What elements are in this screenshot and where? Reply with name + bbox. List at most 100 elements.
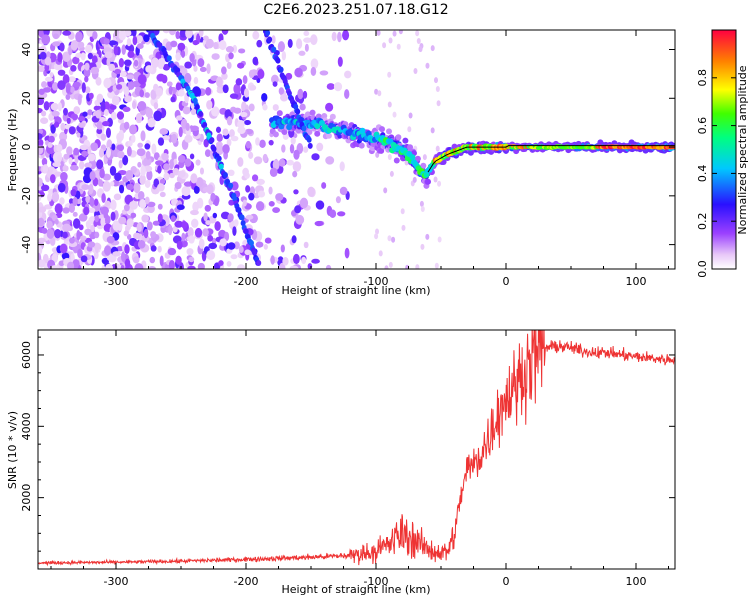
heatmap-cell <box>87 109 93 116</box>
heatmap-cell <box>123 86 130 97</box>
ridge-trace <box>427 145 675 173</box>
heatmap-cell <box>59 243 68 254</box>
heatmap-y-ticks: -40 -20 0 20 40 <box>20 43 675 254</box>
heatmap-cell <box>212 212 218 219</box>
heatmap-x-tick-label: -200 <box>234 275 259 288</box>
heatmap-cell <box>132 35 138 46</box>
heatmap-cell <box>132 256 140 264</box>
heatmap-cell <box>339 161 345 172</box>
heatmap-cell <box>198 110 203 117</box>
heatmap-cell <box>168 30 177 36</box>
heatmap-cell <box>145 65 154 73</box>
heatmap-cell <box>226 138 232 147</box>
heatmap-cell <box>105 263 114 269</box>
heatmap-cell <box>420 205 425 212</box>
heatmap-cell <box>139 89 145 98</box>
heatmap-cell <box>57 102 63 112</box>
heatmap-cell <box>413 67 418 74</box>
heatmap-cell <box>198 30 204 38</box>
heatmap-cell <box>96 121 103 130</box>
heatmap-cell <box>377 90 382 97</box>
heatmap-cell <box>51 110 60 117</box>
heatmap-cell <box>286 124 293 131</box>
heatmap-cell <box>261 92 268 102</box>
heatmap-cell <box>68 126 76 135</box>
heatmap-cell <box>178 126 183 138</box>
heatmap-cell <box>84 76 89 83</box>
heatmap-cell <box>90 66 100 75</box>
heatmap-cell <box>88 92 94 100</box>
heatmap-cell <box>157 213 163 223</box>
heatmap-cell <box>136 222 142 233</box>
heatmap-cell <box>237 62 245 69</box>
heatmap-cell <box>414 155 421 162</box>
heatmap-cell <box>233 241 240 250</box>
heatmap-cell <box>134 263 144 269</box>
heatmap-cell <box>344 247 350 259</box>
heatmap-cell <box>193 65 198 72</box>
heatmap-cell <box>208 242 218 250</box>
heatmap-cell <box>41 81 48 88</box>
heatmap-cell <box>237 119 245 129</box>
heatmap-cell <box>73 147 80 156</box>
heatmap-cell <box>150 89 157 100</box>
heatmap-cell <box>81 82 86 94</box>
heatmap-cell <box>182 106 191 115</box>
heatmap-cell <box>84 228 92 236</box>
heatmap-cell <box>358 142 365 149</box>
heatmap-cell <box>422 154 427 161</box>
heatmap-cell <box>194 104 200 111</box>
heatmap-cell <box>120 264 125 269</box>
heatmap-cell <box>240 220 246 227</box>
heatmap-cell <box>67 261 75 269</box>
heatmap-cell <box>378 126 385 133</box>
heatmap-cell <box>38 259 46 268</box>
heatmap-cell <box>294 67 303 78</box>
heatmap-cell <box>72 259 80 268</box>
heatmap-frame <box>37 29 676 270</box>
heatmap-cell <box>176 240 183 250</box>
heatmap-cell <box>118 159 123 169</box>
heatmap-cell <box>325 102 334 112</box>
heatmap-cell <box>112 251 121 257</box>
heatmap-cell <box>90 224 96 233</box>
heatmap-cell <box>163 172 170 181</box>
heatmap-cell <box>236 207 242 214</box>
heatmap-cell <box>41 34 51 45</box>
heatmap-cell <box>218 260 224 266</box>
heatmap-cell <box>240 111 248 118</box>
heatmap-cell <box>84 86 91 94</box>
heatmap-cell <box>113 45 118 56</box>
colorbar-label: Normalized spectral amplitude <box>736 65 749 234</box>
heatmap-cell <box>118 57 125 68</box>
heatmap-cell <box>100 217 106 227</box>
heatmap-cell <box>56 143 63 153</box>
heatmap-cell <box>238 245 244 254</box>
heatmap-cell <box>264 237 272 244</box>
heatmap-cell <box>170 96 176 103</box>
heatmap-cell <box>383 187 388 194</box>
heatmap-cell <box>93 198 99 206</box>
heatmap-cell <box>99 168 105 179</box>
heatmap-y-tick-label: -20 <box>20 187 33 205</box>
figure-title: C2E6.2023.251.07.18.G12 <box>263 2 448 18</box>
heatmap-cell <box>184 72 192 84</box>
heatmap-cell <box>206 250 216 261</box>
heatmap-cell <box>157 245 162 253</box>
heatmap-cell <box>392 111 397 118</box>
heatmap-cell <box>310 34 318 46</box>
heatmap-cell <box>106 57 111 67</box>
heatmap-cell <box>87 146 92 155</box>
heatmap-cell <box>420 243 425 250</box>
heatmap-cell <box>104 200 111 207</box>
heatmap-cell <box>177 170 186 178</box>
heatmap-cell <box>159 178 166 185</box>
heatmap-cell <box>63 107 68 116</box>
heatmap-cell <box>237 157 244 167</box>
heatmap-cell <box>168 259 175 269</box>
heatmap-cell <box>62 30 72 36</box>
heatmap-cell <box>298 50 306 56</box>
heatmap-cell <box>100 101 106 113</box>
heatmap-cell <box>292 253 300 265</box>
